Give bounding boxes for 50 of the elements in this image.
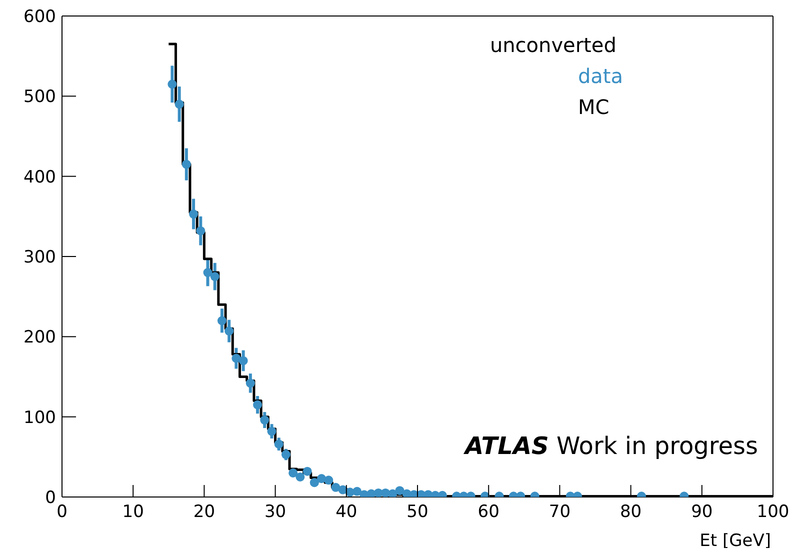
y-tick-label: 0 — [45, 488, 56, 508]
text: data — [576, 63, 623, 90]
point — [210, 272, 220, 282]
point — [246, 378, 255, 388]
text: MC — [576, 94, 610, 121]
point — [274, 440, 284, 449]
x-tick-label: 90 — [691, 502, 713, 522]
x-axis-title: Et [GeV] — [700, 531, 771, 551]
point — [238, 356, 248, 366]
x-tick-label: 10 — [122, 502, 144, 522]
point — [260, 416, 270, 425]
x-tick-label: 100 — [756, 502, 790, 522]
point — [182, 160, 191, 169]
point — [189, 210, 198, 219]
x-tick-label: 40 — [336, 502, 358, 522]
point — [296, 472, 305, 482]
x-tick-label: 30 — [264, 502, 286, 522]
point — [168, 80, 177, 89]
point — [380, 488, 390, 497]
point — [302, 466, 312, 476]
point — [196, 226, 206, 236]
point — [331, 482, 340, 492]
y-tick-label: 300 — [24, 248, 56, 268]
point — [352, 486, 362, 496]
x-tick-label: 80 — [620, 502, 642, 522]
y-tick-label: 600 — [24, 7, 56, 27]
point — [174, 100, 184, 109]
y-tick-label: 100 — [24, 408, 56, 428]
annotation: ATLAS Work in progress — [465, 432, 758, 460]
x-tick-label: 70 — [548, 502, 571, 522]
x-tick-label: 60 — [478, 502, 500, 522]
point — [281, 450, 290, 460]
point — [267, 426, 276, 436]
point — [310, 478, 319, 488]
point — [232, 354, 241, 363]
x-tick-label: 50 — [406, 502, 428, 522]
x-tick-label: 20 — [193, 502, 216, 522]
point — [224, 326, 234, 336]
point — [203, 268, 212, 278]
point — [388, 489, 398, 497]
legend-title: unconverted — [490, 32, 618, 59]
y-tick-label: 400 — [24, 167, 56, 188]
point — [317, 474, 326, 484]
point — [324, 476, 334, 485]
y-tick-label: 500 — [24, 87, 56, 108]
point — [253, 400, 262, 410]
point — [395, 486, 404, 496]
point — [217, 316, 226, 326]
point — [288, 468, 298, 478]
y-tick-label: 200 — [24, 328, 56, 348]
